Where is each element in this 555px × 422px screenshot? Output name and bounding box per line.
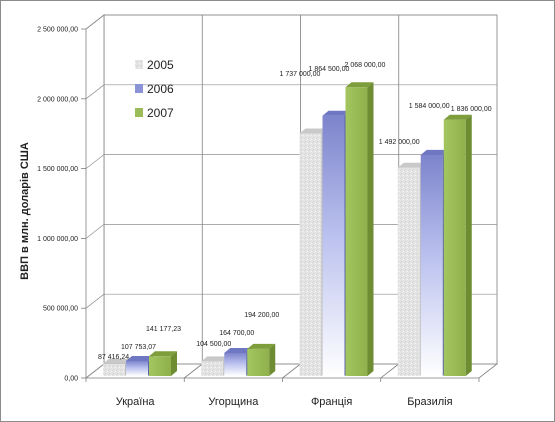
legend-swatch-2007 (135, 108, 143, 117)
data-label-2007: 2 068 000,00 (345, 62, 386, 69)
y-tick-label: 2 000 000,00 (37, 96, 78, 103)
y-tick-label: 1 500 000,00 (37, 166, 78, 173)
bar-top (322, 110, 351, 116)
bar-front (397, 167, 420, 376)
data-label-2007: 141 177,23 (146, 326, 181, 333)
legend-label-2007: 2007 (147, 106, 174, 120)
legend-swatch-2006 (135, 84, 143, 93)
bar-front (443, 119, 466, 376)
y-axis-label: ВВП в млн. доларів США (19, 142, 31, 280)
bar-top (201, 356, 230, 362)
bar-front (322, 115, 345, 377)
bar-front (345, 87, 368, 377)
bar-front (149, 356, 171, 376)
category-label-2: Франція (311, 396, 352, 408)
bar-2007-0 (149, 351, 177, 376)
bar-side (465, 114, 472, 376)
bar-top (103, 358, 131, 364)
gridline-side (85, 363, 105, 379)
gridline-side (85, 84, 105, 100)
bar-side (269, 343, 276, 376)
data-label-2005: 1 737 000,00 (280, 71, 321, 78)
bar-front (224, 353, 247, 376)
bar-side (367, 82, 374, 377)
bar-front (201, 361, 224, 376)
bar-top (397, 162, 426, 168)
bar-top (126, 355, 154, 361)
floor-divider (380, 363, 399, 379)
y-tick-label: 500 000,00 (43, 306, 78, 313)
bar-front (420, 154, 443, 376)
side-wall (85, 14, 105, 379)
y-tick-label: 2 500 000,00 (37, 27, 78, 34)
bar-front (247, 348, 270, 376)
data-label-2006: 1 584 000,00 (409, 103, 450, 110)
floor-divider (184, 363, 203, 379)
data-label-2006: 107 753,07 (121, 344, 156, 351)
bar-2007-2 (345, 82, 374, 377)
gridline-side (85, 224, 105, 239)
bar-top (299, 128, 328, 134)
bar-top (149, 351, 177, 357)
data-label-2005: 104 500,00 (196, 341, 231, 348)
category-label-1: Угорщина (208, 396, 259, 408)
bar-top (345, 82, 374, 88)
bar-2007-1 (247, 343, 276, 376)
legend-label-2005: 2005 (147, 58, 174, 72)
x-axis-categories: Україна Угорщина Франція Бразилія (116, 396, 453, 408)
bar-front (126, 360, 148, 376)
bar-front (103, 363, 125, 376)
legend-swatch-2005 (135, 60, 143, 69)
category-label-3: Бразилія (407, 396, 452, 408)
bar-top (420, 149, 449, 155)
bar-front (299, 133, 322, 376)
data-label-2005: 87 416,24 (98, 354, 129, 361)
data-label-2007: 194 200,00 (244, 312, 279, 319)
data-labels: 87 416,24 107 753,07 141 177,23 104 500,00 1… (98, 62, 492, 361)
data-label-2006: 164 700,00 (219, 330, 254, 337)
bar-top (224, 348, 253, 354)
gridline-side (85, 14, 105, 30)
floor-divider (282, 363, 301, 379)
bar-top (247, 343, 276, 349)
y-axis-ticks: 0,00 500 000,00 1 000 000,00 1 500 000,00 2 … (37, 27, 78, 383)
legend: 2005 2006 2007 (135, 58, 174, 120)
data-label-2005: 1 492 000,00 (379, 139, 420, 146)
legend-label-2006: 2006 (147, 82, 174, 96)
y-tick-label: 0,00 (64, 376, 78, 383)
gridline-side (85, 154, 105, 169)
y-tick-label: 1 000 000,00 (37, 236, 78, 243)
bars (85, 82, 480, 382)
bar-2007-3 (443, 114, 472, 376)
category-label-0: Україна (116, 396, 156, 408)
gridline-side (85, 293, 105, 309)
data-label-2006: 1 864 500,00 (309, 66, 350, 73)
bar-side (171, 351, 177, 376)
data-label-2007: 1 836 000,00 (451, 106, 492, 113)
bar-top (443, 114, 472, 120)
